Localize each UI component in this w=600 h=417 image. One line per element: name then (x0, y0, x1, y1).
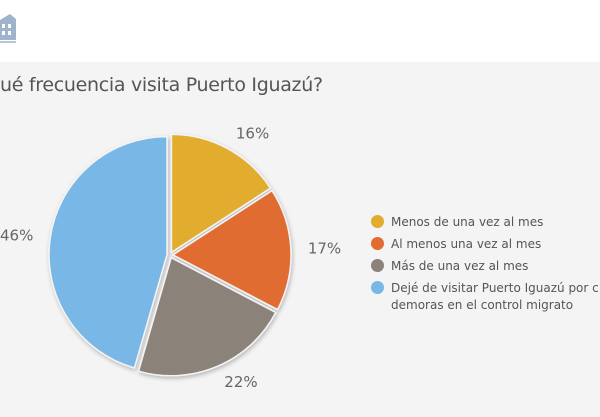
chart-legend: Menos de una vez al mes Al menos una vez… (371, 214, 600, 319)
top-bar (0, 0, 600, 62)
pie-chart: 16% 17% 22% 46% (0, 125, 341, 391)
building-logo-icon (0, 14, 16, 43)
slice-deje-de-visitar (48, 135, 168, 369)
slice-mas-de (137, 256, 277, 377)
chart-title: ué frecuencia visita Puerto Iguazú? (0, 74, 323, 96)
legend-swatch (371, 215, 384, 228)
legend-item-al-menos: Al menos una vez al mes (371, 236, 600, 253)
legend-item-deje-de-visitar: Dejé de visitar Puerto Iguazú por c las … (371, 280, 600, 314)
slice-percent-label: 16% (236, 125, 269, 143)
slice-al-menos (171, 189, 292, 311)
legend-item-mas-de: Más de una vez al mes (371, 258, 600, 275)
slice-percent-label: 22% (224, 373, 257, 391)
slice-menos (170, 133, 272, 254)
legend-swatch (371, 237, 384, 250)
legend-label: Dejé de visitar Puerto Iguazú por c las … (391, 281, 600, 312)
legend-label: Más de una vez al mes (391, 259, 529, 273)
legend-label: Menos de una vez al mes (391, 215, 544, 229)
legend-swatch (371, 281, 384, 294)
slice-percent-label: 17% (308, 240, 341, 258)
slice-percent-label: 46% (0, 227, 33, 245)
legend-item-menos: Menos de una vez al mes (371, 214, 600, 231)
legend-swatch (371, 259, 384, 272)
legend-label: Al menos una vez al mes (391, 237, 542, 251)
